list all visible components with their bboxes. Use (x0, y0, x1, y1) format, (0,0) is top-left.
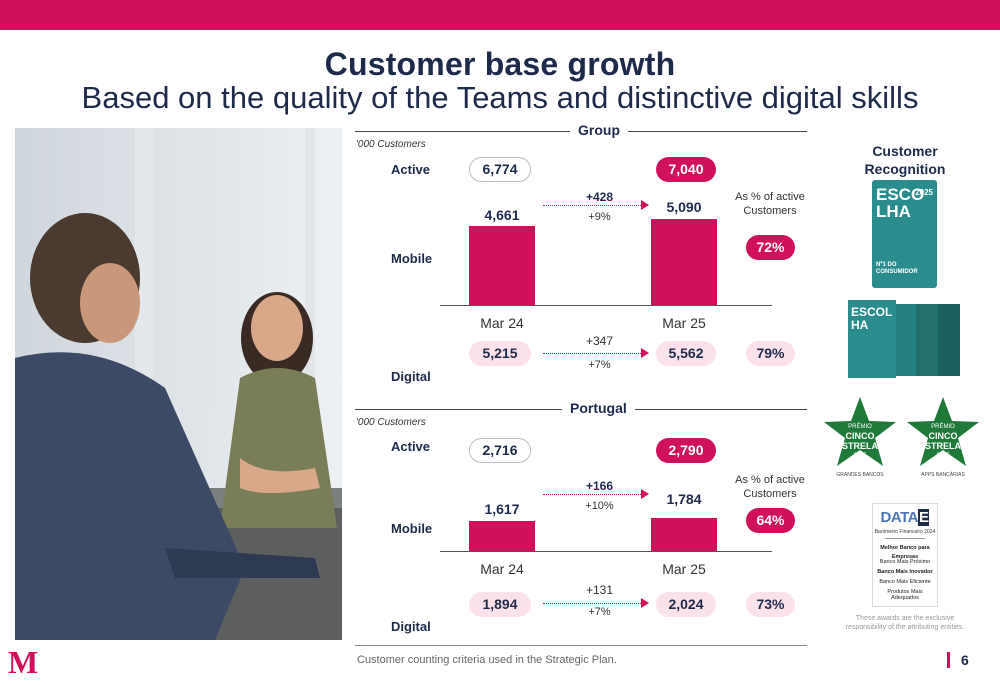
portugal-share-note: As % of active Customers (735, 474, 805, 500)
data-e-line: Banco Mais Próximo (879, 559, 931, 565)
arrow-head-icon (641, 489, 649, 499)
arrow-head-icon (641, 200, 649, 210)
group-digital-delta: +347 (585, 334, 614, 348)
portugal-digital-label: Digital (391, 619, 431, 634)
group-digital-share: 79% (746, 341, 795, 366)
group-heading: Group (570, 122, 628, 138)
group-period-curr: Mar 25 (662, 315, 706, 331)
data-e-line: Produtos Mais Adequados (887, 589, 923, 601)
award3-big: CINCO ESTRELAS (835, 431, 884, 451)
awards-disclaimer: These awards are the exclusive responsib… (845, 615, 965, 631)
group-unit: '000 Customers (356, 139, 426, 150)
portugal-period-curr: Mar 25 (662, 561, 706, 577)
portugal-period-prev: Mar 24 (480, 561, 524, 577)
award3-caption: GRANDES BANCOS (836, 472, 884, 478)
group-digital-prev: 5,215 (469, 341, 531, 366)
portugal-digital-arrow (543, 603, 643, 604)
group-baseline (440, 305, 772, 306)
award3-small: PRÉMIO (848, 424, 872, 430)
data-e-line: Banco Mais Eficiente (879, 579, 931, 585)
award-data-e: DATAE Barómetro Financeiro 2024 Melhor B… (872, 503, 938, 607)
page-number: 6 (961, 652, 969, 668)
star-icon (907, 397, 979, 466)
group-bar-label-prev: 4,661 (484, 207, 520, 223)
top-brand-bar (0, 0, 1000, 30)
group-digital-delta-pct: +7% (588, 359, 611, 371)
award3-year: 2025 (853, 453, 867, 459)
award-escolha-2025: ESCOLHA 2025 Nº1 DO CONSUMIDOR (872, 180, 937, 288)
data-e-line: Melhor Banco para Empresas (880, 545, 930, 560)
page-marker (947, 652, 950, 668)
award4-small: PRÉMIO (931, 424, 955, 430)
award4-big: CINCO ESTRELAS (918, 431, 967, 451)
portugal-bar-mar25 (651, 518, 717, 551)
meeting-photo (15, 128, 342, 640)
group-active-label: Active (391, 162, 431, 177)
footer-divider (355, 645, 807, 646)
group-bar-mar25 (651, 219, 717, 305)
award-escolha-year: 2025 (915, 188, 933, 197)
award-escolha-sub: Nº1 DO CONSUMIDOR (876, 262, 918, 275)
portugal-digital-share: 73% (746, 592, 795, 617)
data-e-logo-e: E (917, 509, 930, 526)
portugal-bar-label-prev: 1,617 (484, 501, 520, 517)
group-mobile-arrow (543, 205, 643, 206)
portugal-mobile-delta: +166 (585, 479, 614, 493)
group-digital-label: Digital (391, 369, 431, 384)
portugal-digital-prev: 1,894 (469, 592, 531, 617)
portugal-mobile-arrow (543, 494, 643, 495)
portugal-mobile-label: Mobile (391, 521, 433, 536)
portugal-bar-label-curr: 1,784 (666, 491, 702, 507)
recognition-title: Customer Recognition (864, 143, 946, 177)
portugal-unit: '000 Customers (356, 417, 426, 428)
award4-caption: APPS BANCÁRIAS (921, 472, 965, 478)
portugal-bar-mar24 (469, 521, 535, 551)
group-digital-arrow (543, 353, 643, 354)
group-share-note: As % of active Customers (735, 191, 805, 217)
group-mobile-delta: +428 (585, 190, 614, 204)
portugal-active-prev: 2,716 (469, 438, 531, 463)
portugal-mobile-share: 64% (746, 508, 795, 533)
portugal-digital-curr: 2,024 (656, 592, 716, 617)
portugal-digital-delta: +131 (585, 583, 614, 597)
brand-logo: M (8, 644, 39, 680)
portugal-mobile-delta-pct: +10% (585, 500, 614, 512)
portugal-active-curr: 2,790 (656, 438, 716, 463)
data-e-logo-word: DATA (880, 509, 919, 526)
award-cinco-estrelas-bancos: PRÉMIO CINCO ESTRELAS 2025 GRANDES BANCO… (822, 396, 898, 480)
award-escolha-stack: ESCOLHA (848, 300, 962, 380)
award-escolha-text: ESCOLHA (876, 185, 925, 221)
arrow-head-icon (641, 348, 649, 358)
arrow-head-icon (641, 598, 649, 608)
group-mobile-label: Mobile (391, 251, 433, 266)
portugal-digital-delta-pct: +7% (588, 606, 611, 618)
group-active-prev: 6,774 (469, 157, 531, 182)
group-mobile-share: 72% (746, 235, 795, 260)
award-stack-text: ESCOLHA (851, 305, 893, 332)
group-bar-mar24 (469, 226, 535, 305)
group-active-curr: 7,040 (656, 157, 716, 182)
page-subtitle: Based on the quality of the Teams and di… (81, 80, 919, 115)
group-mobile-delta-pct: +9% (588, 211, 611, 223)
portugal-heading: Portugal (562, 400, 635, 416)
footer-note: Customer counting criteria used in the S… (357, 654, 617, 666)
award4-year: 2025 (936, 453, 950, 459)
data-e-logo: DATAE (873, 509, 937, 526)
data-e-line: Banco Mais Inovador (877, 569, 933, 575)
award-cinco-estrelas-apps: PRÉMIO CINCO ESTRELAS 2025 APPS BANCÁRIA… (905, 396, 981, 480)
star-icon (824, 397, 896, 466)
group-digital-curr: 5,562 (656, 341, 716, 366)
group-bar-label-curr: 5,090 (666, 199, 702, 215)
portugal-baseline (440, 551, 772, 552)
page-title: Customer base growth (324, 46, 676, 82)
group-period-prev: Mar 24 (480, 315, 524, 331)
data-e-subtitle: Barómetro Financeiro 2024 (874, 529, 936, 535)
portugal-active-label: Active (391, 439, 431, 454)
